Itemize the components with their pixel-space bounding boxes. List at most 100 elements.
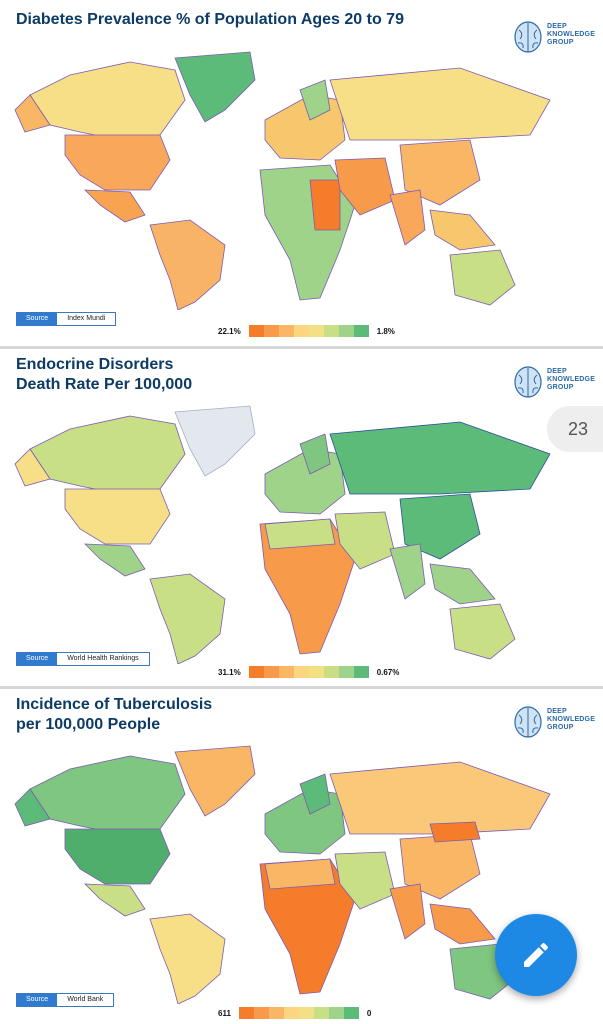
australia-region xyxy=(449,603,516,660)
canada-region xyxy=(29,61,186,141)
mexico-region xyxy=(83,543,146,577)
legend-swatch xyxy=(283,1007,299,1019)
legend-swatch xyxy=(308,325,324,337)
legend-scale xyxy=(238,1007,359,1019)
legend-swatch xyxy=(263,325,279,337)
endocrine-panel: Endocrine Disorders Death Rate Per 100,0… xyxy=(0,349,603,686)
title-line: per 100,000 People xyxy=(16,716,161,733)
source-tag: Source Index Mundi xyxy=(16,312,117,326)
north-africa-region xyxy=(264,858,336,890)
south-america-region xyxy=(149,219,226,310)
legend-swatch xyxy=(308,666,324,678)
alaska-region xyxy=(14,94,51,133)
middle-east-region xyxy=(334,157,396,216)
panel-divider xyxy=(0,346,603,349)
greenland-region xyxy=(174,745,256,817)
sahel-region xyxy=(309,179,341,231)
scandinavia-region xyxy=(299,433,331,475)
south-america-region xyxy=(149,913,226,1004)
title-line: Incidence of Tuberculosis xyxy=(16,696,213,713)
brain-icon xyxy=(514,21,542,53)
legend-swatch xyxy=(323,325,339,337)
middle-east-region xyxy=(334,511,396,570)
russia-region xyxy=(329,761,551,835)
legend-max: 31.1% xyxy=(218,667,241,677)
source-value: World Health Rankings xyxy=(57,653,149,665)
panel-title: Diabetes Prevalence % of Population Ages… xyxy=(16,10,404,30)
india-region xyxy=(389,189,426,246)
world-map-endocrine xyxy=(14,405,551,664)
legend-swatch xyxy=(293,666,309,678)
usa-region xyxy=(64,134,171,191)
legend-scale xyxy=(248,666,369,678)
source-value: World Bank xyxy=(57,994,114,1006)
alaska-region xyxy=(14,788,51,827)
australia-region xyxy=(449,249,516,306)
canada-region xyxy=(29,415,186,495)
title-line: Death Rate Per 100,000 xyxy=(16,376,193,393)
scandinavia-region xyxy=(299,773,331,815)
legend-swatch xyxy=(293,325,309,337)
brain-icon xyxy=(514,366,542,398)
legend-swatch xyxy=(353,666,369,678)
legend-swatch xyxy=(248,666,264,678)
page-number-badge: 23 xyxy=(547,406,603,452)
legend-scale xyxy=(248,325,369,337)
legend-swatch xyxy=(328,1007,344,1019)
legend-swatch xyxy=(238,1007,254,1019)
alaska-region xyxy=(14,448,51,487)
color-legend: 611 0 xyxy=(218,1007,371,1019)
legend-swatch xyxy=(278,325,294,337)
legend-min: 1.8% xyxy=(376,326,395,336)
legend-min: 0 xyxy=(366,1008,372,1018)
legend-swatch xyxy=(338,325,354,337)
source-label: Source xyxy=(17,313,58,325)
legend-swatch xyxy=(253,1007,269,1019)
india-region xyxy=(389,543,426,600)
brand-text: DEEP KNOWLEDGE GROUP xyxy=(547,708,596,731)
brand-text: DEEP KNOWLEDGE GROUP xyxy=(547,23,596,46)
edit-fab-button[interactable] xyxy=(495,914,577,996)
india-region xyxy=(389,883,426,940)
legend-swatch xyxy=(298,1007,314,1019)
russia-region xyxy=(329,421,551,495)
china-region xyxy=(399,139,481,206)
source-value: Index Mundi xyxy=(57,313,116,325)
source-tag: Source World Health Rankings xyxy=(16,652,150,666)
brain-icon xyxy=(514,706,542,738)
legend-swatch xyxy=(343,1007,359,1019)
source-tag: Source World Bank xyxy=(16,993,115,1007)
legend-max: 22.1% xyxy=(218,326,241,336)
legend-swatch xyxy=(278,666,294,678)
source-label: Source xyxy=(17,994,58,1006)
greenland-region xyxy=(174,51,256,123)
panel-divider xyxy=(0,686,603,689)
brand-text: DEEP KNOWLEDGE GROUP xyxy=(547,368,596,391)
greenland-region xyxy=(174,405,256,477)
usa-region xyxy=(64,828,171,885)
china-region xyxy=(399,493,481,560)
world-map-tuberculosis xyxy=(14,745,551,1004)
southeast-asia-region xyxy=(429,209,496,251)
middle-east-region xyxy=(334,851,396,910)
source-label: Source xyxy=(17,653,58,665)
color-legend: 22.1% 1.8% xyxy=(218,325,395,337)
legend-swatch xyxy=(353,325,369,337)
legend-min: 0.67% xyxy=(376,667,400,677)
panel-title: Incidence of Tuberculosis per 100,000 Pe… xyxy=(16,695,212,735)
southeast-asia-region xyxy=(429,903,496,945)
legend-swatch xyxy=(338,666,354,678)
scandinavia-region xyxy=(299,79,331,121)
title-line: Endocrine Disorders xyxy=(16,356,174,373)
diabetes-panel: Diabetes Prevalence % of Population Ages… xyxy=(0,0,603,346)
mexico-region xyxy=(83,189,146,223)
russia-region xyxy=(329,67,551,141)
mexico-region xyxy=(83,883,146,917)
deep-knowledge-group-logo: DEEP KNOWLEDGE GROUP xyxy=(513,20,595,56)
legend-swatch xyxy=(268,1007,284,1019)
legend-swatch xyxy=(263,666,279,678)
panel-title: Endocrine Disorders Death Rate Per 100,0… xyxy=(16,355,192,395)
south-america-region xyxy=(149,573,226,664)
legend-swatch xyxy=(248,325,264,337)
legend-max: 611 xyxy=(218,1008,231,1018)
